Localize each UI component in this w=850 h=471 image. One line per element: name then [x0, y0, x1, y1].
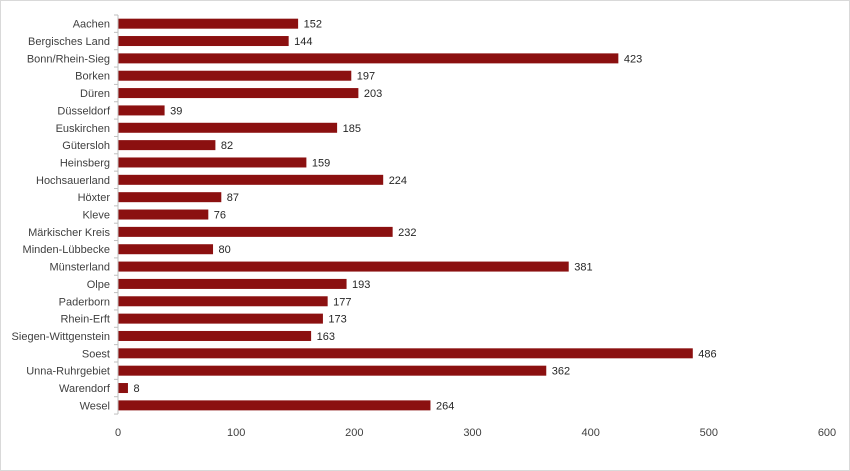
data-label: 423 [624, 53, 642, 65]
bar [118, 105, 165, 116]
bar [118, 296, 328, 307]
data-label: 203 [364, 88, 382, 100]
bar [118, 261, 569, 272]
data-label: 159 [312, 157, 330, 169]
category-label: Rhein-Erft [60, 314, 110, 326]
x-tick-label: 0 [115, 427, 121, 439]
category-label: Siegen-Wittgenstein [12, 331, 110, 343]
category-label: Olpe [87, 279, 110, 291]
data-label: 163 [317, 331, 335, 343]
x-tick-label: 600 [818, 427, 836, 439]
category-label: Soest [82, 348, 110, 360]
x-tick-label: 500 [700, 427, 718, 439]
category-label: Düsseldorf [57, 105, 111, 117]
category-label: Münsterland [49, 262, 110, 274]
category-label: Wesel [80, 400, 110, 412]
data-label: 82 [221, 140, 233, 152]
data-label: 87 [227, 192, 239, 204]
bar [118, 209, 209, 220]
bar [118, 157, 307, 168]
bar [118, 365, 547, 376]
data-label: 362 [552, 366, 570, 378]
x-tick-label: 100 [227, 427, 245, 439]
data-label: 486 [698, 348, 716, 360]
category-label: Düren [80, 88, 110, 100]
category-label: Aachen [73, 19, 110, 31]
x-tick-label: 300 [463, 427, 481, 439]
bar [118, 383, 128, 394]
category-label: Gütersloh [62, 140, 110, 152]
category-label: Märkischer Kreis [28, 227, 110, 239]
plot-area: Aachen 152 Bergisches Land 144 Bonn/Rhein-Si… [12, 14, 836, 439]
bar [118, 226, 393, 237]
bar [118, 400, 431, 411]
bar [118, 330, 312, 341]
category-label: Unna-Ruhrgebiet [26, 366, 110, 378]
data-label: 80 [219, 244, 231, 256]
data-label: 144 [294, 36, 312, 48]
x-tick-label: 200 [345, 427, 363, 439]
bar [118, 53, 619, 64]
data-label: 8 [133, 383, 139, 395]
bar [118, 18, 299, 29]
data-label: 177 [333, 296, 351, 308]
category-label: Kleve [82, 210, 110, 222]
data-label: 185 [343, 123, 361, 135]
bar [118, 278, 347, 289]
data-label: 381 [574, 262, 592, 274]
bar [118, 174, 384, 185]
data-label: 152 [304, 19, 322, 31]
category-label: Paderborn [59, 296, 110, 308]
bar [118, 313, 323, 324]
data-label: 173 [328, 314, 346, 326]
category-label: Bergisches Land [28, 36, 110, 48]
category-label: Bonn/Rhein-Sieg [27, 53, 110, 65]
data-label: 232 [398, 227, 416, 239]
category-label: Warendorf [59, 383, 111, 395]
data-label: 76 [214, 210, 226, 222]
category-label: Höxter [78, 192, 111, 204]
data-label: 193 [352, 279, 370, 291]
category-label: Borken [75, 71, 110, 83]
category-label: Hochsauerland [36, 175, 110, 187]
data-label: 39 [170, 105, 182, 117]
bar [118, 140, 216, 151]
bar [118, 244, 214, 255]
category-label: Euskirchen [56, 123, 110, 135]
data-label: 197 [357, 71, 375, 83]
bar [118, 70, 352, 81]
bar [118, 348, 693, 359]
category-label: Heinsberg [60, 157, 110, 169]
bar [118, 192, 222, 203]
bar [118, 88, 359, 99]
category-label: Minden-Lübbecke [23, 244, 110, 256]
data-label: 224 [389, 175, 407, 187]
bar [118, 36, 289, 47]
x-tick-label: 400 [581, 427, 599, 439]
data-label: 264 [436, 400, 454, 412]
bar [118, 122, 338, 133]
